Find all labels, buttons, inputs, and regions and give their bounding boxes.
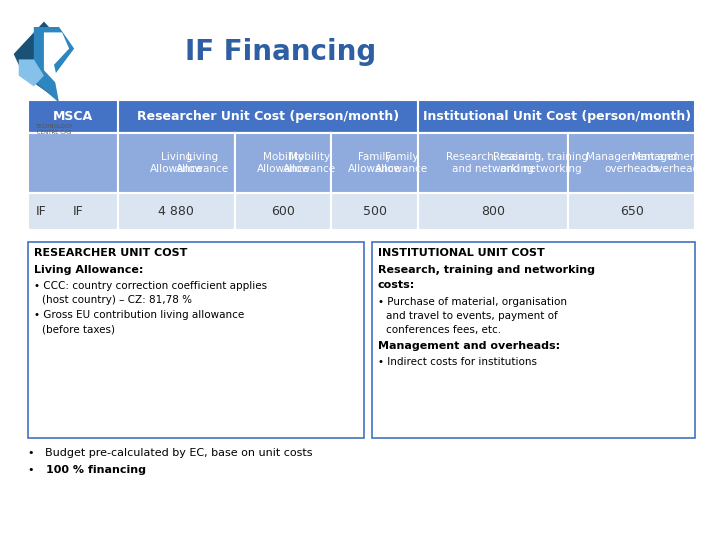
Text: Family
Allowance: Family Allowance <box>348 152 402 174</box>
Bar <box>28 193 118 230</box>
Text: • Gross EU contribution living allowance: • Gross EU contribution living allowance <box>34 310 244 320</box>
Text: Living
Allowance: Living Allowance <box>150 152 203 174</box>
Bar <box>28 133 118 193</box>
Text: RESEARCHER UNIT COST: RESEARCHER UNIT COST <box>34 248 187 258</box>
Text: IF: IF <box>73 205 84 218</box>
Text: Management and
overheads: Management and overheads <box>586 152 678 174</box>
Text: •: • <box>28 465 45 475</box>
Text: Researcher Unit Cost (person/month): Researcher Unit Cost (person/month) <box>137 110 399 123</box>
Polygon shape <box>14 22 64 97</box>
Text: 800: 800 <box>481 205 505 218</box>
Text: 4 880: 4 880 <box>158 205 194 218</box>
Bar <box>118 100 418 133</box>
Text: 650: 650 <box>620 205 644 218</box>
Text: costs:: costs: <box>378 280 415 290</box>
Bar <box>235 133 331 193</box>
Bar <box>118 133 235 193</box>
Text: • CCC: country correction coefficient applies: • CCC: country correction coefficient ap… <box>34 281 267 291</box>
Text: (host country) – CZ: 81,78 %: (host country) – CZ: 81,78 % <box>42 295 192 305</box>
Bar <box>372 242 695 438</box>
Bar <box>331 193 418 230</box>
Text: Living
Allowance: Living Allowance <box>176 152 230 174</box>
Text: Management and overheads:: Management and overheads: <box>378 341 560 351</box>
Bar <box>118 193 235 230</box>
Text: 100 % financing: 100 % financing <box>46 465 146 475</box>
Text: Research, training and networking: Research, training and networking <box>378 265 595 275</box>
Text: (before taxes): (before taxes) <box>42 324 115 334</box>
Bar <box>418 133 568 193</box>
Bar <box>418 100 695 133</box>
Text: IF Financing: IF Financing <box>185 38 377 66</box>
Bar <box>568 193 695 230</box>
Bar <box>235 193 331 230</box>
Bar <box>28 193 118 230</box>
Text: Research, training
and networking: Research, training and networking <box>493 152 588 174</box>
Bar <box>28 242 364 438</box>
Text: • Purchase of material, organisation: • Purchase of material, organisation <box>378 297 567 307</box>
Bar <box>568 133 695 193</box>
Bar <box>418 133 568 193</box>
Text: conferences fees, etc.: conferences fees, etc. <box>386 325 501 335</box>
Bar <box>418 193 568 230</box>
Bar <box>235 133 331 193</box>
Text: 500: 500 <box>363 205 387 218</box>
Bar <box>331 133 418 193</box>
Text: MSCA: MSCA <box>53 110 93 123</box>
Text: Institutional Unit Cost (person/month): Institutional Unit Cost (person/month) <box>423 110 690 123</box>
Polygon shape <box>19 59 44 86</box>
Text: Family
Allowance: Family Allowance <box>375 152 428 174</box>
Text: •   Budget pre-calculated by EC, base on unit costs: • Budget pre-calculated by EC, base on u… <box>28 448 312 458</box>
Bar <box>28 133 118 193</box>
Text: Research, training
and networking: Research, training and networking <box>446 152 541 174</box>
Text: • Indirect costs for institutions: • Indirect costs for institutions <box>378 357 537 367</box>
Polygon shape <box>34 27 74 103</box>
Text: and travel to events, payment of: and travel to events, payment of <box>386 311 558 321</box>
Bar <box>568 133 695 193</box>
Text: INSTITUTIONAL UNIT COST: INSTITUTIONAL UNIT COST <box>378 248 545 258</box>
Text: Living Allowance:: Living Allowance: <box>34 265 143 275</box>
Bar <box>331 133 418 193</box>
Bar <box>118 133 235 193</box>
Text: TECHNOLOGY
CENTRE CAS: TECHNOLOGY CENTRE CAS <box>35 124 73 135</box>
Text: Mobility
Allowance: Mobility Allowance <box>283 152 336 174</box>
Text: Mobility
Allowance: Mobility Allowance <box>256 152 310 174</box>
Text: 600: 600 <box>271 205 295 218</box>
Text: IF: IF <box>36 205 47 218</box>
Bar <box>28 100 118 133</box>
Polygon shape <box>44 32 69 86</box>
Text: Management and
overheads: Management and overheads <box>631 152 720 174</box>
